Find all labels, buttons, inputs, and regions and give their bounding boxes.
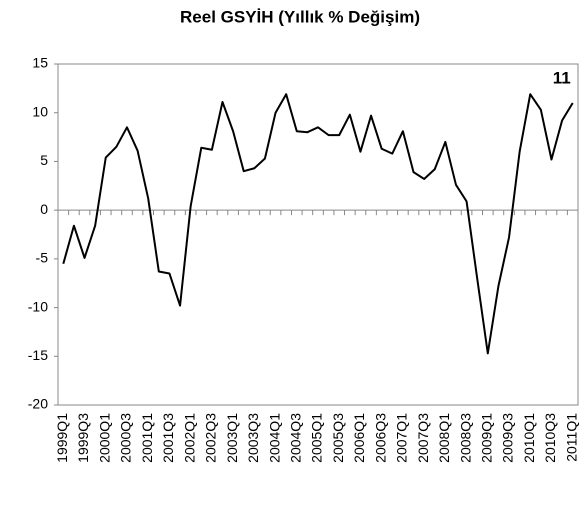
x-tick-label: 2005Q3: [330, 413, 346, 463]
line: [62, 93, 574, 355]
x-tick-label: 2001Q3: [160, 413, 176, 463]
x-tick-label: 2002Q3: [203, 413, 219, 463]
y-tick-label: -20: [28, 396, 48, 412]
x-tick-label: 2009Q1: [478, 413, 494, 463]
y-tick-label: -5: [36, 250, 49, 266]
y-tick-label: 15: [32, 55, 48, 71]
y-tick-label: 5: [40, 152, 48, 168]
x-tick-label: 2000Q1: [96, 413, 112, 463]
x-tick-label: 2003Q3: [245, 413, 261, 463]
x-tick-label: 2010Q1: [521, 413, 537, 463]
x-tick-label: 2008Q3: [457, 413, 473, 463]
chart-title: Reel GSYİH (Yıllık % Değişim): [180, 7, 420, 26]
x-tick-label: 2006Q3: [372, 413, 388, 463]
x-tick-label: 2004Q3: [287, 413, 303, 463]
x-tick-label: 2003Q1: [224, 413, 240, 463]
x-tick-label: 2002Q1: [181, 413, 197, 463]
y-tick-label: 10: [32, 103, 48, 119]
plot-frame: [57, 63, 579, 406]
x-tick-label: 2011Q1: [563, 413, 579, 462]
x-tick-label: 2001Q1: [139, 413, 155, 463]
x-tick-label: 2007Q1: [394, 413, 410, 463]
x-tick-label: 2005Q1: [309, 413, 325, 463]
x-tick-label: 2006Q1: [351, 413, 367, 463]
x-tick-label: 1999Q3: [75, 413, 91, 463]
y-tick-label: -10: [28, 298, 48, 314]
x-tick-label: 2010Q3: [542, 413, 558, 463]
data-label: 11: [553, 68, 571, 87]
x-tick-label: 2009Q3: [500, 413, 516, 463]
x-tick-label: 2000Q3: [118, 413, 134, 463]
y-tick-label: 0: [40, 201, 48, 217]
x-tick-label: 2007Q3: [415, 413, 431, 463]
x-tick-label: 2008Q1: [436, 413, 452, 463]
x-tick-label: 1999Q1: [54, 413, 70, 463]
x-tick-label: 2004Q1: [266, 413, 282, 463]
y-tick-label: -15: [28, 347, 48, 363]
